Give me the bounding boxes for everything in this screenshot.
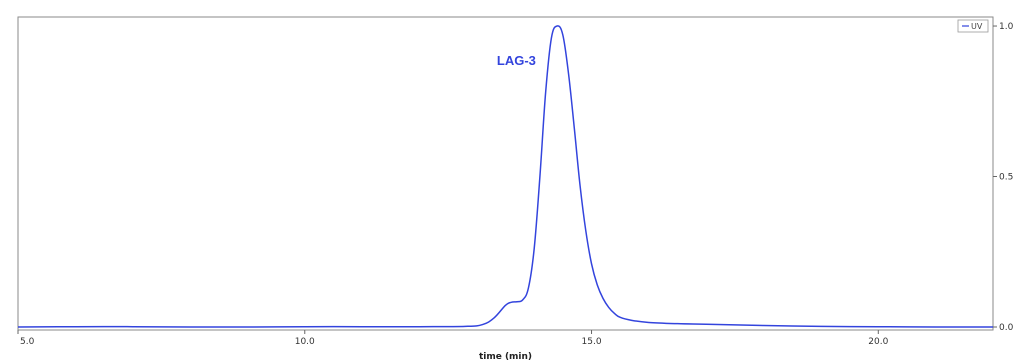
y-axis-ticks: 0.0 0.5 1.0 — [993, 22, 1014, 333]
peak-label-lag3: LAG-3 — [497, 53, 536, 68]
y-tick-label: 1.0 — [999, 22, 1014, 32]
x-tick-label: 20.0 — [868, 337, 888, 347]
uv-series-line — [17, 25, 994, 328]
y-tick-label: 0.5 — [999, 173, 1013, 183]
legend-box — [957, 19, 989, 33]
y-tick-label: 0.0 — [999, 323, 1014, 333]
x-tick-label: 15.0 — [582, 337, 602, 347]
legend: UV — [957, 19, 989, 33]
plot-frame — [17, 16, 994, 331]
x-axis-title: time (min) — [479, 352, 532, 362]
x-axis-ticks: 5.0 10.0 15.0 20.0 — [17, 330, 889, 347]
legend-entry-uv: UV — [971, 22, 983, 31]
x-tick-label: 10.0 — [295, 337, 315, 347]
x-tick-label: 5.0 — [20, 337, 35, 347]
